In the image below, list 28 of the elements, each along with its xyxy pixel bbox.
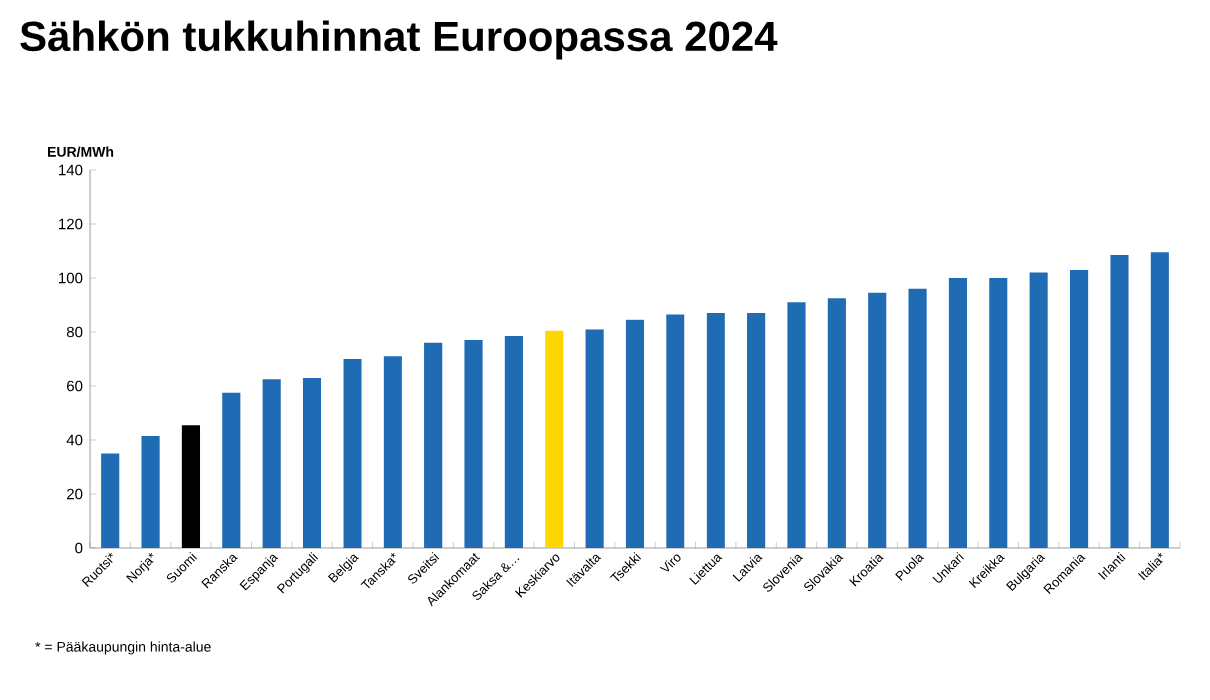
bar bbox=[545, 330, 564, 548]
bar bbox=[424, 342, 443, 548]
bar bbox=[585, 329, 604, 548]
bar bbox=[666, 314, 685, 548]
bar bbox=[262, 379, 281, 548]
bar bbox=[989, 277, 1008, 548]
bar bbox=[222, 392, 241, 548]
bar bbox=[747, 313, 766, 548]
bar bbox=[868, 292, 887, 548]
bar bbox=[101, 453, 120, 548]
bar bbox=[181, 425, 201, 548]
bar bbox=[787, 302, 806, 548]
bar bbox=[827, 298, 846, 548]
bar bbox=[1110, 255, 1129, 548]
bar bbox=[706, 313, 725, 548]
bar bbox=[464, 340, 483, 548]
bar bbox=[383, 356, 402, 548]
bar bbox=[302, 377, 322, 548]
bar bbox=[1029, 272, 1048, 548]
bar bbox=[504, 336, 523, 548]
chart-title: Sähkön tukkuhinnat Euroopassa 2024 bbox=[20, 20, 778, 60]
bar bbox=[141, 435, 160, 548]
bar bbox=[948, 277, 968, 548]
bar bbox=[343, 358, 362, 548]
bar bbox=[1150, 252, 1169, 548]
bar bbox=[1069, 269, 1089, 548]
bar bbox=[625, 319, 645, 548]
bar bbox=[908, 288, 927, 548]
